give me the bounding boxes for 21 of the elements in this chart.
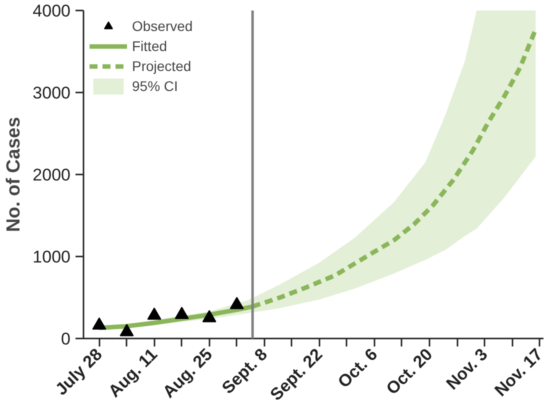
x-tick-label: Oct. 6 (334, 344, 382, 392)
point (230, 296, 244, 310)
x-tick-label: Oct. 20 (382, 344, 436, 398)
x-tick-label: Aug. 25 (159, 344, 216, 402)
y-tick-label: 0 (61, 330, 71, 348)
point (202, 310, 216, 322)
point (147, 308, 162, 320)
y-tick-label: 4000 (32, 2, 71, 20)
x-tick-label: Nov. 17 (490, 344, 546, 400)
x-tick-label: Nov. 3 (442, 344, 492, 394)
y-axis-title: No. of Cases (4, 116, 25, 232)
y-tick-label: 3000 (32, 84, 71, 102)
point (92, 317, 106, 330)
y-tick-label: 1000 (32, 248, 71, 266)
legend-label: Observed (132, 18, 193, 34)
y-tick-label: 2000 (32, 166, 71, 184)
legend-label: Fitted (132, 38, 168, 54)
legend-label: Projected (132, 58, 192, 74)
point (174, 306, 189, 319)
point (120, 324, 134, 336)
legend-label: 95% CI (132, 78, 178, 94)
